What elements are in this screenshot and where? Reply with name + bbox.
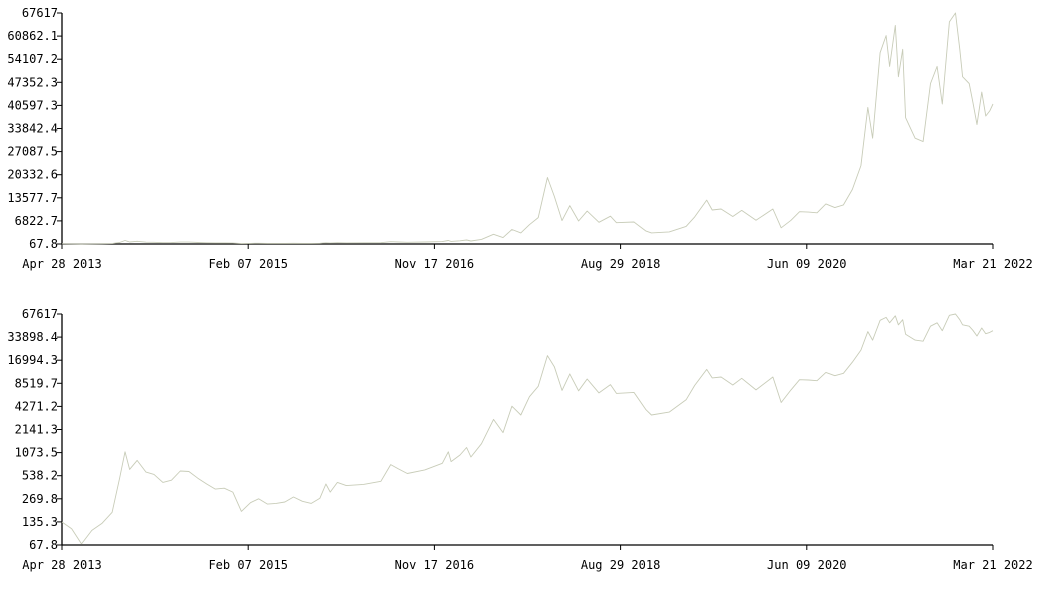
x-tick-label: Aug 29 2018	[581, 257, 660, 271]
y-tick-label: 20332.6	[7, 168, 58, 182]
y-tick-label: 33842.4	[7, 122, 58, 136]
y-tick-label: 33898.4	[7, 330, 58, 344]
y-tick-label: 54107.2	[7, 52, 58, 66]
y-tick-label: 60862.1	[7, 29, 58, 43]
y-tick-label: 538.2	[22, 469, 58, 483]
y-tick-label: 135.3	[22, 515, 58, 529]
x-tick-label: Apr 28 2013	[22, 558, 101, 572]
y-tick-label: 67.8	[29, 237, 58, 251]
price-series-line-1	[61, 313, 994, 545]
y-tick-label: 16994.3	[7, 353, 58, 367]
y-tick-label: 40597.3	[7, 98, 58, 112]
y-tick-label: 4271.2	[15, 399, 58, 413]
y-tick-label: 67.8	[29, 538, 58, 552]
y-tick-label: 47352.3	[7, 75, 58, 89]
y-tick-label: 13577.7	[7, 191, 58, 205]
y-tick-label: 27087.5	[7, 145, 58, 159]
x-tick-label: Mar 21 2022	[953, 257, 1032, 271]
y-tick-label: 2141.3	[15, 423, 58, 437]
y-tick-label: 1073.5	[15, 446, 58, 460]
price-series-line-0	[61, 12, 994, 245]
y-tick-label: 67617	[22, 6, 58, 20]
y-tick-label: 269.8	[22, 492, 58, 506]
y-tick-label: 8519.7	[15, 376, 58, 390]
x-tick-label: Feb 07 2015	[208, 558, 287, 572]
x-tick-label: Jun 09 2020	[767, 257, 846, 271]
y-tick-label: 67617	[22, 307, 58, 321]
x-tick-label: Feb 07 2015	[208, 257, 287, 271]
x-tick-label: Apr 28 2013	[22, 257, 101, 271]
x-tick-label: Nov 17 2016	[395, 558, 474, 572]
x-tick-label: Aug 29 2018	[581, 558, 660, 572]
x-tick-label: Mar 21 2022	[953, 558, 1032, 572]
x-tick-label: Nov 17 2016	[395, 257, 474, 271]
y-tick-label: 6822.7	[15, 214, 58, 228]
x-tick-label: Jun 09 2020	[767, 558, 846, 572]
